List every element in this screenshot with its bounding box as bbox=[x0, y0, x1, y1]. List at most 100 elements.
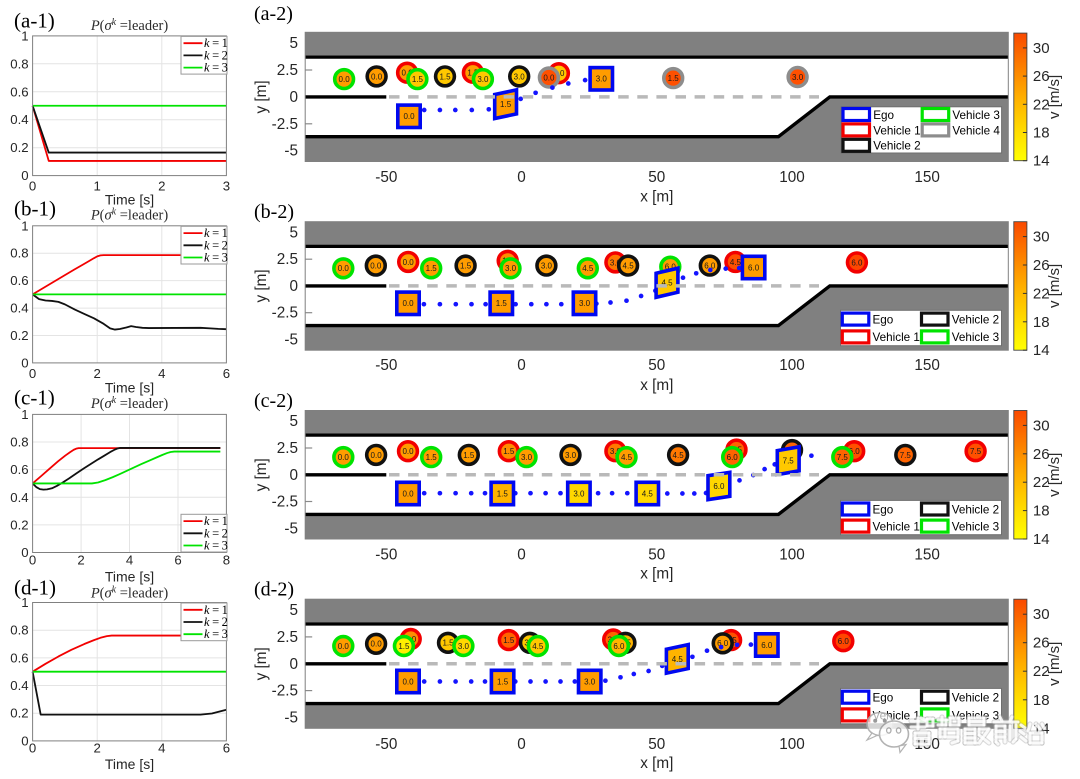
svg-text:18: 18 bbox=[1033, 125, 1050, 142]
svg-text:Vehicle 2: Vehicle 2 bbox=[873, 140, 920, 153]
svg-text:-50: -50 bbox=[375, 547, 397, 564]
svg-text:1.5: 1.5 bbox=[500, 100, 512, 109]
svg-text:(b-1): (b-1) bbox=[14, 197, 56, 221]
svg-text:5: 5 bbox=[289, 224, 298, 241]
svg-text:6.0: 6.0 bbox=[748, 263, 760, 272]
svg-text:-5: -5 bbox=[284, 143, 298, 160]
svg-text:(d-1): (d-1) bbox=[14, 576, 56, 600]
svg-text:0.8: 0.8 bbox=[10, 435, 28, 450]
svg-text:(b-2): (b-2) bbox=[254, 201, 294, 223]
svg-text:22: 22 bbox=[1033, 474, 1050, 491]
svg-text:0.0: 0.0 bbox=[402, 489, 414, 498]
svg-text:3.0: 3.0 bbox=[792, 73, 804, 82]
svg-text:-5: -5 bbox=[284, 710, 298, 727]
svg-text:6.0: 6.0 bbox=[851, 258, 863, 267]
svg-text:6: 6 bbox=[223, 741, 230, 756]
svg-text:1.5: 1.5 bbox=[503, 447, 515, 456]
svg-text:1.5: 1.5 bbox=[439, 72, 451, 81]
svg-text:(a-1): (a-1) bbox=[14, 9, 55, 33]
svg-text:3.0: 3.0 bbox=[458, 642, 470, 651]
svg-text:Ego: Ego bbox=[873, 109, 894, 122]
svg-text:100: 100 bbox=[779, 736, 805, 753]
svg-text:30: 30 bbox=[1033, 229, 1050, 246]
svg-text:Ego: Ego bbox=[873, 503, 894, 516]
svg-text:(d-2): (d-2) bbox=[254, 579, 294, 601]
svg-text:0: 0 bbox=[517, 547, 526, 564]
svg-text:1: 1 bbox=[21, 407, 28, 422]
svg-text:0.0: 0.0 bbox=[403, 112, 415, 121]
svg-text:0: 0 bbox=[289, 656, 298, 673]
svg-text:x [m]: x [m] bbox=[640, 189, 673, 206]
svg-text:3.0: 3.0 bbox=[521, 453, 533, 462]
svg-text:0: 0 bbox=[289, 89, 298, 106]
svg-text:0.4: 0.4 bbox=[10, 301, 28, 316]
svg-text:(a-2): (a-2) bbox=[254, 3, 293, 25]
svg-text:3.0: 3.0 bbox=[610, 447, 622, 456]
svg-text:1.5: 1.5 bbox=[412, 75, 424, 84]
svg-text:-5: -5 bbox=[284, 332, 298, 349]
svg-text:k = 3: k = 3 bbox=[204, 539, 228, 553]
svg-text:6.0: 6.0 bbox=[613, 642, 625, 651]
svg-text:0: 0 bbox=[21, 545, 28, 560]
svg-text:3.0: 3.0 bbox=[584, 677, 596, 686]
svg-text:50: 50 bbox=[648, 169, 665, 186]
svg-text:-50: -50 bbox=[375, 169, 397, 186]
svg-text:3.0: 3.0 bbox=[477, 75, 489, 84]
svg-text:-5: -5 bbox=[284, 520, 298, 537]
svg-text:1.5: 1.5 bbox=[497, 677, 509, 686]
svg-text:100: 100 bbox=[779, 169, 805, 186]
svg-text:22: 22 bbox=[1033, 285, 1050, 302]
svg-text:0: 0 bbox=[21, 355, 28, 370]
svg-text:4.5: 4.5 bbox=[642, 489, 654, 498]
svg-text:0.6: 0.6 bbox=[10, 650, 28, 665]
svg-text:5: 5 bbox=[289, 602, 298, 619]
svg-text:30: 30 bbox=[1033, 606, 1050, 623]
svg-text:4: 4 bbox=[126, 552, 133, 567]
svg-text:3.0: 3.0 bbox=[596, 75, 608, 84]
svg-text:30: 30 bbox=[1033, 40, 1050, 57]
svg-text:100: 100 bbox=[779, 547, 805, 564]
svg-text:1: 1 bbox=[21, 218, 28, 233]
svg-text:4.5: 4.5 bbox=[621, 453, 633, 462]
svg-text:0: 0 bbox=[517, 736, 526, 753]
svg-text:0.0: 0.0 bbox=[402, 447, 414, 456]
svg-text:2.5: 2.5 bbox=[277, 440, 298, 457]
svg-text:2: 2 bbox=[94, 366, 101, 381]
svg-text:0.0: 0.0 bbox=[339, 75, 351, 84]
svg-text:Vehicle 2: Vehicle 2 bbox=[952, 503, 999, 516]
svg-text:1.5: 1.5 bbox=[463, 451, 475, 460]
svg-text:3.0: 3.0 bbox=[573, 489, 585, 498]
svg-text:Time [s]: Time [s] bbox=[105, 756, 154, 772]
svg-text:100: 100 bbox=[779, 357, 805, 374]
svg-text:v [m/s]: v [m/s] bbox=[1046, 264, 1063, 308]
svg-text:0.4: 0.4 bbox=[10, 112, 28, 127]
svg-text:2: 2 bbox=[158, 178, 165, 193]
svg-text:Vehicle 3: Vehicle 3 bbox=[952, 709, 999, 722]
svg-text:22: 22 bbox=[1033, 96, 1050, 113]
svg-text:-2.5: -2.5 bbox=[272, 494, 298, 511]
svg-text:0.0: 0.0 bbox=[402, 69, 414, 78]
svg-text:Time [s]: Time [s] bbox=[105, 379, 154, 395]
svg-text:30: 30 bbox=[1033, 417, 1050, 434]
svg-text:k = 3: k = 3 bbox=[204, 627, 228, 641]
svg-text:0: 0 bbox=[21, 733, 28, 748]
svg-text:1: 1 bbox=[21, 595, 28, 610]
svg-text:-2.5: -2.5 bbox=[272, 305, 298, 322]
svg-text:Vehicle 1: Vehicle 1 bbox=[873, 331, 920, 344]
svg-text:Vehicle 2: Vehicle 2 bbox=[952, 314, 999, 327]
svg-text:Vehicle 2: Vehicle 2 bbox=[952, 692, 999, 705]
svg-text:3.0: 3.0 bbox=[565, 451, 577, 460]
svg-text:0.8: 0.8 bbox=[10, 56, 28, 71]
svg-text:1.5: 1.5 bbox=[496, 299, 508, 308]
svg-text:1: 1 bbox=[94, 178, 101, 193]
svg-text:Ego: Ego bbox=[873, 692, 894, 705]
svg-text:-2.5: -2.5 bbox=[272, 116, 298, 133]
svg-text:0: 0 bbox=[29, 366, 36, 381]
svg-text:0.0: 0.0 bbox=[338, 642, 350, 651]
svg-text:0.8: 0.8 bbox=[10, 623, 28, 638]
svg-text:50: 50 bbox=[648, 357, 665, 374]
svg-text:0.0: 0.0 bbox=[371, 640, 383, 649]
svg-text:4.5: 4.5 bbox=[673, 451, 685, 460]
svg-text:k = 1: k = 1 bbox=[204, 603, 228, 617]
svg-text:0.8: 0.8 bbox=[10, 246, 28, 261]
